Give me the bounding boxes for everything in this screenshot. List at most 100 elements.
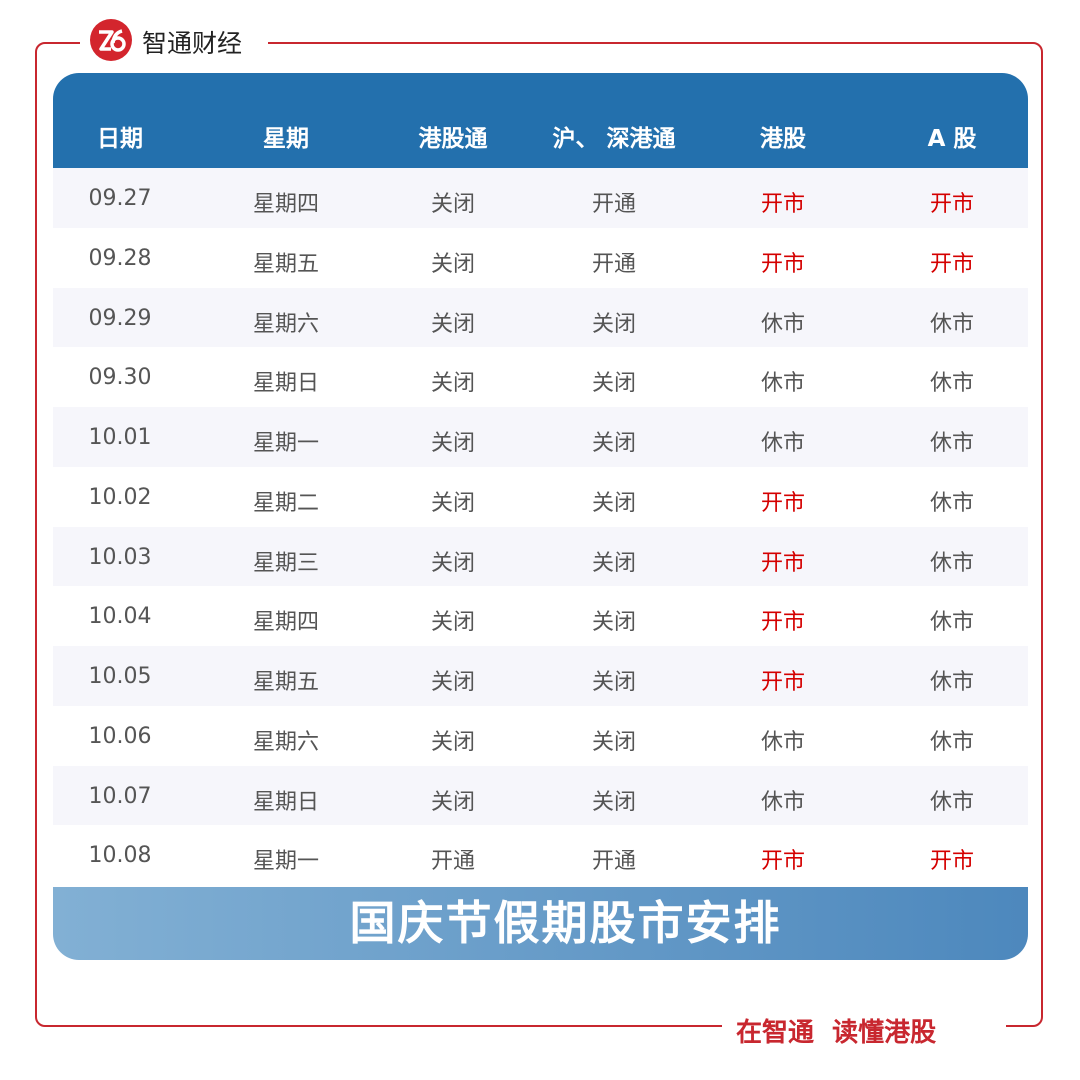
table-cell: 开通 <box>591 849 636 875</box>
slogan: 在智通 读懂港股 <box>736 1018 937 1048</box>
table-cell: 星期日 <box>252 789 319 815</box>
table-cell: 开市 <box>760 192 805 217</box>
table-cell: 关闭 <box>430 610 475 636</box>
table-cell: 关闭 <box>591 431 636 456</box>
table-cell: 星期日 <box>252 371 319 397</box>
table-cell: 星期六 <box>252 729 319 755</box>
table-cell: 10.07 <box>88 783 152 809</box>
table-cell: 开通 <box>430 849 475 875</box>
table-cell: 关闭 <box>591 670 636 695</box>
table-row: 10.01 星期一 关闭 关闭 休市 休市 <box>53 407 1028 467</box>
table-cell: 关闭 <box>591 311 636 337</box>
table-cell: 09.27 <box>88 186 152 211</box>
table-row: 09.30 星期日 关闭 关闭 休市 休市 <box>53 347 1028 407</box>
table-cell: 开通 <box>591 192 636 217</box>
table-cell: 关闭 <box>591 371 636 397</box>
column-header: 日期 <box>97 126 143 152</box>
table-cell: 开市 <box>760 670 805 695</box>
table-cell: 关闭 <box>430 550 475 576</box>
table-cell: 休市 <box>929 729 974 755</box>
table-cell: 休市 <box>929 789 974 815</box>
table-cell: 关闭 <box>430 789 475 815</box>
table-cell: 开市 <box>760 550 805 576</box>
table-cell: 开市 <box>760 849 805 875</box>
table-row: 10.07 星期日 关闭 关闭 休市 休市 <box>53 765 1028 826</box>
footer-title: 国庆节假期股市安排 <box>349 896 782 950</box>
table-cell: 休市 <box>929 431 974 456</box>
table-row: 10.05 星期五 关闭 关闭 开市 休市 <box>53 646 1028 706</box>
table-cell: 10.02 <box>88 484 152 510</box>
table-cell: 休市 <box>929 610 974 636</box>
table-cell: 关闭 <box>591 729 636 755</box>
table-row: 10.08 星期一 开通 开通 开市 开市 <box>53 825 1028 885</box>
table-row: 09.29 星期六 关闭 关闭 休市 休市 <box>53 287 1028 348</box>
table-cell: 10.03 <box>88 544 152 570</box>
frame-gap <box>722 1010 1006 1040</box>
table-cell: 关闭 <box>591 550 636 576</box>
column-header: 沪、 深港通 <box>552 126 676 152</box>
table-cell: 星期五 <box>252 251 319 277</box>
table-cell: 关闭 <box>430 192 475 217</box>
table-cell: 星期六 <box>252 311 319 337</box>
table-cell: 关闭 <box>430 431 475 456</box>
table-cell: 休市 <box>929 311 974 337</box>
table-cell: 开市 <box>929 192 974 217</box>
table-cell: 开通 <box>591 251 636 277</box>
table-cell: 开市 <box>929 849 974 875</box>
title-band <box>53 887 1028 960</box>
table-cell: 星期二 <box>252 490 319 516</box>
frame <box>35 42 1043 1027</box>
table-cell: 休市 <box>929 371 974 397</box>
column-header: 港股 <box>760 126 806 152</box>
table-row: 09.27 星期四 关闭 开通 开市 开市 <box>53 168 1028 228</box>
table-header: 日期 星期 港股通 沪、 深港通 港股 A 股 <box>53 73 1028 168</box>
table-cell: 开市 <box>760 610 805 636</box>
brand-name: 智通财经 <box>142 29 243 58</box>
table-row: 09.28 星期五 关闭 开通 开市 开市 <box>53 227 1028 288</box>
table-cell: 休市 <box>929 670 974 695</box>
table-cell: 关闭 <box>430 670 475 695</box>
table-cell: 09.30 <box>88 365 152 391</box>
table-cell: 休市 <box>760 371 805 397</box>
table-cell: 休市 <box>929 550 974 576</box>
table-row: 10.02 星期二 关闭 关闭 开市 休市 <box>53 466 1028 527</box>
table-cell: 星期四 <box>252 192 319 217</box>
table-cell: 开市 <box>760 490 805 516</box>
column-header: 星期 <box>263 126 309 152</box>
table-cell: 星期三 <box>252 550 319 576</box>
table-cell: 关闭 <box>591 610 636 636</box>
brand-logo <box>90 19 132 61</box>
table-cell: 关闭 <box>591 789 636 815</box>
table-cell: 10.04 <box>88 604 152 630</box>
table-cell: 09.29 <box>88 305 152 331</box>
column-header: A 股 <box>927 126 977 152</box>
table-cell: 关闭 <box>430 371 475 397</box>
table-row: 10.03 星期三 关闭 关闭 开市 休市 <box>53 526 1028 587</box>
table-row: 10.06 星期六 关闭 关闭 休市 休市 <box>53 705 1028 766</box>
table-cell: 10.05 <box>88 664 152 689</box>
table-cell: 开市 <box>760 251 805 277</box>
table-cell: 星期一 <box>252 849 319 875</box>
table-cell: 休市 <box>760 729 805 755</box>
table-cell: 休市 <box>929 490 974 516</box>
table-cell: 10.08 <box>88 843 152 869</box>
table-cell: 星期五 <box>252 670 319 695</box>
table-cell: 星期四 <box>252 610 319 636</box>
column-header: 港股通 <box>418 126 488 152</box>
table-cell: 开市 <box>929 251 974 277</box>
table-cell: 10.06 <box>88 723 152 749</box>
table-cell: 休市 <box>760 789 805 815</box>
table-cell: 关闭 <box>430 490 475 516</box>
table: 日期 星期 港股通 沪、 深港通 港股 A 股 国庆节假期股市安排 09.27 星期四 关闭开… <box>53 73 1028 960</box>
table-cell: 休市 <box>760 431 805 456</box>
table-cell: 关闭 <box>430 251 475 277</box>
table-cell: 关闭 <box>430 311 475 337</box>
table-cell: 关闭 <box>430 729 475 755</box>
table-cell: 09.28 <box>88 245 152 271</box>
table-cell: 10.01 <box>88 425 152 450</box>
table-cell: 星期一 <box>252 431 319 456</box>
table-row: 10.04 星期四 关闭 关闭 开市 休市 <box>53 586 1028 646</box>
table-cell: 休市 <box>760 311 805 337</box>
table-cell: 关闭 <box>591 490 636 516</box>
